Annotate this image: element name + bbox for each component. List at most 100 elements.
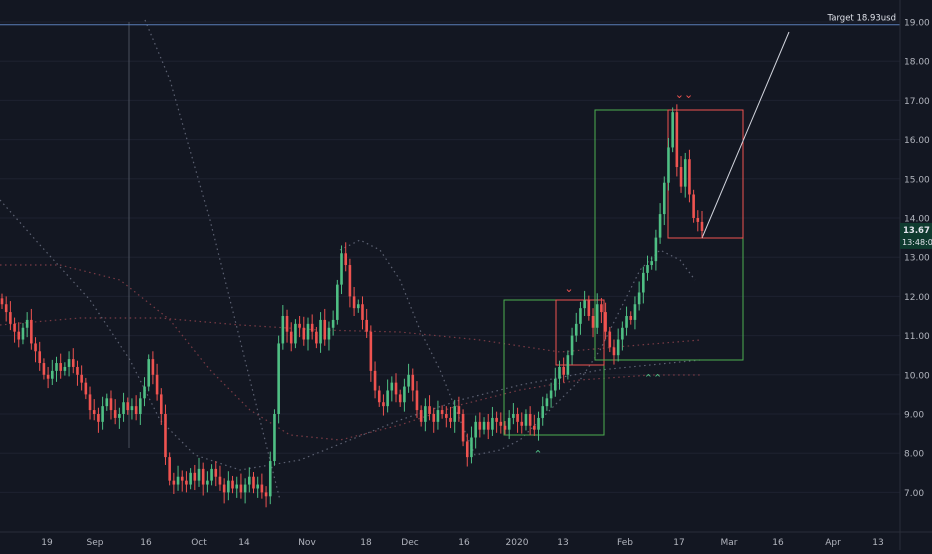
candle-body [700, 221, 704, 231]
x-tick-label: Feb [617, 538, 633, 548]
candle-body [583, 300, 586, 309]
candle-body [201, 468, 205, 485]
y-tick-label: 16.00 [904, 136, 930, 146]
candle-body [176, 476, 180, 485]
candle-body [193, 472, 197, 481]
candle-body [109, 398, 113, 411]
candle-body [185, 480, 188, 485]
candle-body [436, 410, 440, 422]
candle-body [449, 417, 452, 422]
candle-body [654, 237, 658, 262]
x-tick-label: Nov [298, 538, 316, 548]
candle-body [612, 347, 616, 356]
candle-body [348, 265, 352, 297]
y-tick-label: 7.00 [904, 489, 924, 499]
candle-body [76, 366, 79, 375]
target-overlay: Target 18.93usd [0, 14, 900, 26]
candle-body [168, 457, 171, 481]
candle-body [390, 382, 394, 391]
candle-body [692, 194, 695, 218]
bar-countdown: 13:48:04 [902, 238, 932, 247]
candle-body [51, 370, 54, 379]
candle-body [323, 319, 327, 340]
candle-body [553, 378, 557, 391]
candle-body [143, 386, 146, 399]
candle-body [134, 406, 138, 414]
candle-body [298, 323, 301, 328]
candle-body [4, 304, 8, 313]
time-axis[interactable]: 19 Sep 16 Oct 14 Nov 18 Dec 16 2020 13 Feb 17 Mar 16 Ap… [0, 531, 932, 548]
candle-body [667, 147, 670, 183]
candle-body [63, 366, 67, 371]
candle-body [268, 461, 272, 497]
candle-body [633, 304, 637, 320]
candle-body [377, 390, 381, 403]
candle-body [34, 343, 37, 352]
candle-body [55, 363, 58, 371]
candle-body [650, 261, 653, 266]
x-tick-label: 16 [140, 538, 152, 548]
y-tick-label: 8.00 [904, 450, 924, 460]
candle-body [147, 359, 151, 387]
candle-body [616, 339, 620, 356]
candle-body [470, 437, 473, 458]
candle-body [235, 484, 239, 489]
candle-body [340, 253, 343, 285]
candle-body [281, 316, 285, 344]
x-tick-label: Sep [87, 538, 104, 548]
y-tick-label: 9.00 [904, 411, 924, 421]
candle-body [461, 414, 465, 442]
x-tick-label: 16 [458, 538, 470, 548]
candle-body [344, 253, 348, 266]
candle-body [30, 319, 33, 344]
candle-body [46, 374, 50, 379]
candle-body [264, 492, 268, 497]
candle-body [252, 476, 255, 489]
candle-body [637, 292, 641, 305]
y-tick-label: 11.00 [904, 332, 930, 342]
candle-body [407, 374, 410, 387]
candle-body [248, 476, 251, 485]
candle-body [227, 480, 230, 493]
candle-body [159, 394, 163, 414]
candle-body [507, 417, 511, 430]
y-tick-label: 15.00 [904, 175, 930, 185]
candle-body [0, 298, 4, 305]
candle-body [256, 484, 259, 489]
x-tick-label: 16 [772, 538, 784, 548]
x-tick-label: 19 [41, 538, 53, 548]
candle-body [101, 406, 104, 422]
x-tick-label: 18 [360, 538, 372, 548]
price-axis[interactable]: 7.00 8.00 9.00 10.00 11.00 12.00 13.00 14.00 15.… [899, 0, 932, 550]
candle-body [646, 265, 649, 273]
y-tick-label: 13.00 [904, 254, 930, 264]
candle-body [621, 327, 624, 340]
candle-body [59, 363, 62, 371]
x-tick-label: Apr [825, 538, 841, 548]
target-label: Target 18.93usd [826, 14, 896, 24]
candle-body [294, 323, 297, 344]
candle-body [625, 316, 628, 328]
grid [0, 21, 900, 493]
candle-body [218, 476, 222, 485]
candle-body [97, 414, 100, 422]
signal-boxes [503, 31, 790, 436]
candle-body [17, 331, 21, 340]
candle-body [474, 421, 477, 438]
candle-body [289, 331, 293, 344]
y-tick-label: 17.00 [904, 97, 930, 107]
candle-body [302, 327, 306, 340]
candle-body [9, 312, 12, 324]
candle-body [88, 394, 92, 411]
candle-body [285, 316, 289, 332]
candle-body [336, 284, 339, 320]
candle-body [122, 402, 125, 414]
y-tick-label: 18.00 [904, 58, 930, 68]
candle-body [478, 421, 482, 430]
green-box-1 [503, 299, 605, 436]
last-price-badge [900, 222, 932, 249]
candle-body [92, 410, 96, 414]
candle-body [21, 327, 25, 340]
